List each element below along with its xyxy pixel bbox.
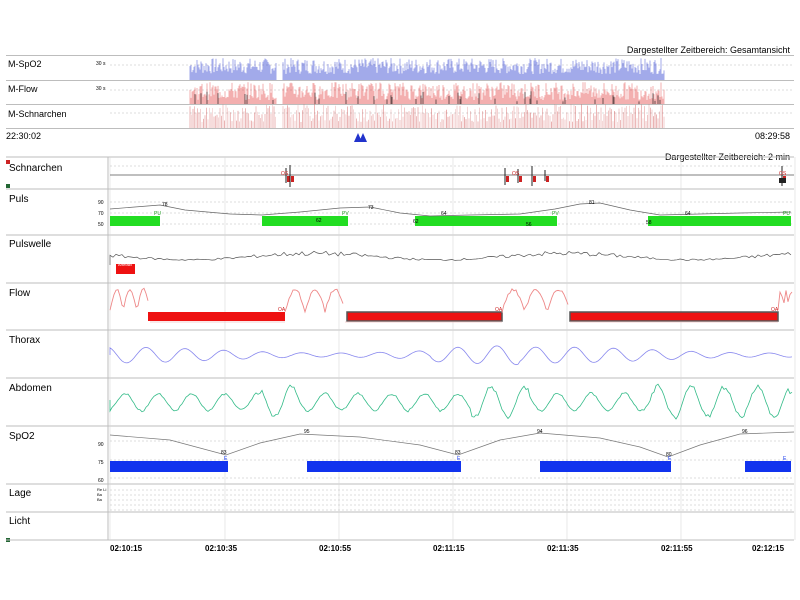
channel-label-spo2: SpO2 — [9, 431, 35, 442]
puls-trace — [109, 202, 792, 226]
overview-row-spo2-label: M-SpO2 — [8, 59, 42, 69]
overview-end-time: 08:29:58 — [754, 131, 790, 141]
time-tick-5: 02:11:35 — [547, 544, 579, 553]
time-tick-6: 02:11:55 — [661, 544, 693, 553]
time-tick-1: 02:10:15 — [110, 544, 143, 553]
overview-start-time: 22:30:02 — [6, 131, 42, 141]
channel-label-licht: Licht — [9, 516, 31, 527]
channel-label-pulswelle: Pulswelle — [9, 239, 52, 250]
time-tick-3: 02:10:55 — [319, 544, 352, 553]
channel-label-thorax: Thorax — [9, 335, 41, 346]
time-tick-2: 02:10:35 — [205, 544, 238, 553]
overview-row-spo2-scale: 30 s — [96, 61, 106, 67]
lage-scale: Re Li Ba Ba — [97, 487, 107, 502]
channel-label-abdomen: Abdomen — [9, 383, 52, 394]
channel-label-lage: Lage — [9, 488, 32, 499]
channel-label-flow: Flow — [9, 288, 31, 299]
puls-scale: 90 70 50 — [98, 200, 104, 228]
channel-label-schnarchen: Schnarchen — [9, 163, 63, 174]
schnarchen-trace — [110, 165, 794, 187]
flow-trace — [109, 287, 793, 323]
overview-row-flow-scale: 30 s — [96, 86, 106, 92]
overview-flow-trace — [189, 82, 665, 104]
thorax-trace — [109, 345, 793, 366]
time-tick-7: 02:12:15 — [752, 544, 785, 553]
time-tick-4: 02:11:15 — [433, 544, 465, 553]
overview-row-flow-label: M-Flow — [8, 84, 38, 94]
channel-label-puls: Puls — [9, 194, 29, 205]
spo2-scale: 90 75 60 — [98, 442, 104, 484]
spo2-trace — [109, 431, 795, 472]
abdomen-trace — [109, 383, 793, 420]
pulswelle-trace — [109, 250, 792, 274]
overview-snore-trace — [189, 104, 665, 128]
overview-range-label: Dargestellter Zeitbereich: Gesamtansicht — [626, 45, 790, 55]
overview-spo2-trace — [189, 58, 665, 80]
overview-row-schnarchen-label: M-Schnarchen — [8, 109, 67, 119]
